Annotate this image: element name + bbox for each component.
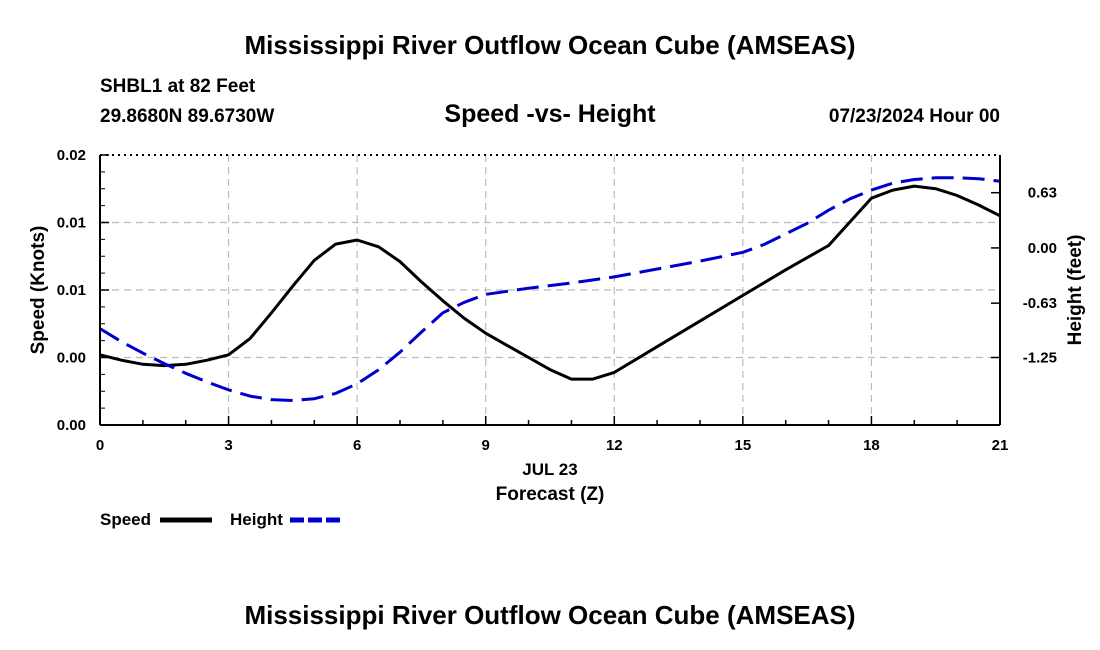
chart-title: Speed -vs- Height — [444, 100, 656, 128]
series-line-speed — [99, 184, 1001, 381]
y-left-tick-label: 0.00 — [57, 417, 86, 434]
y-right-tick-label: -1.25 — [1023, 350, 1057, 367]
x-axis-date-label: JUL 23 — [522, 460, 577, 479]
footer-title: Mississippi River Outflow Ocean Cube (AM… — [244, 600, 856, 630]
y-right-tick-label: 0.00 — [1028, 240, 1057, 257]
forecast-datetime: 07/23/2024 Hour 00 — [828, 106, 1000, 127]
station-label: SHBL1 at 82 Feet — [100, 76, 256, 97]
y-left-tick-label: 0.02 — [57, 147, 86, 164]
legend-label-speed: Speed — [100, 510, 151, 529]
x-tick-label: 15 — [735, 437, 752, 454]
y-left-tick-label: 0.00 — [57, 350, 86, 367]
page-title: Mississippi River Outflow Ocean Cube (AM… — [244, 30, 856, 60]
x-tick-label: 18 — [863, 437, 880, 454]
x-tick-label: 3 — [224, 437, 232, 454]
x-tick-label: 9 — [482, 437, 490, 454]
x-tick-label: 12 — [606, 437, 623, 454]
y-left-tick-label: 0.01 — [57, 215, 86, 232]
x-tick-label: 6 — [353, 437, 361, 454]
coordinates-label: 29.8680N 89.6730W — [100, 106, 275, 127]
y-right-tick-label: -0.63 — [1023, 295, 1057, 312]
legend-label-height: Height — [230, 510, 283, 529]
x-tick-label: 0 — [96, 437, 104, 454]
y-axis-left-title: Speed (Knots) — [28, 226, 49, 355]
series-line-height — [99, 176, 1001, 402]
x-axis-title: Forecast (Z) — [496, 484, 605, 505]
x-tick-label: 21 — [992, 437, 1009, 454]
y-right-tick-label: 0.63 — [1028, 185, 1057, 202]
y-axis-right-title: Height (feet) — [1065, 235, 1086, 346]
y-left-tick-label: 0.01 — [57, 282, 86, 299]
